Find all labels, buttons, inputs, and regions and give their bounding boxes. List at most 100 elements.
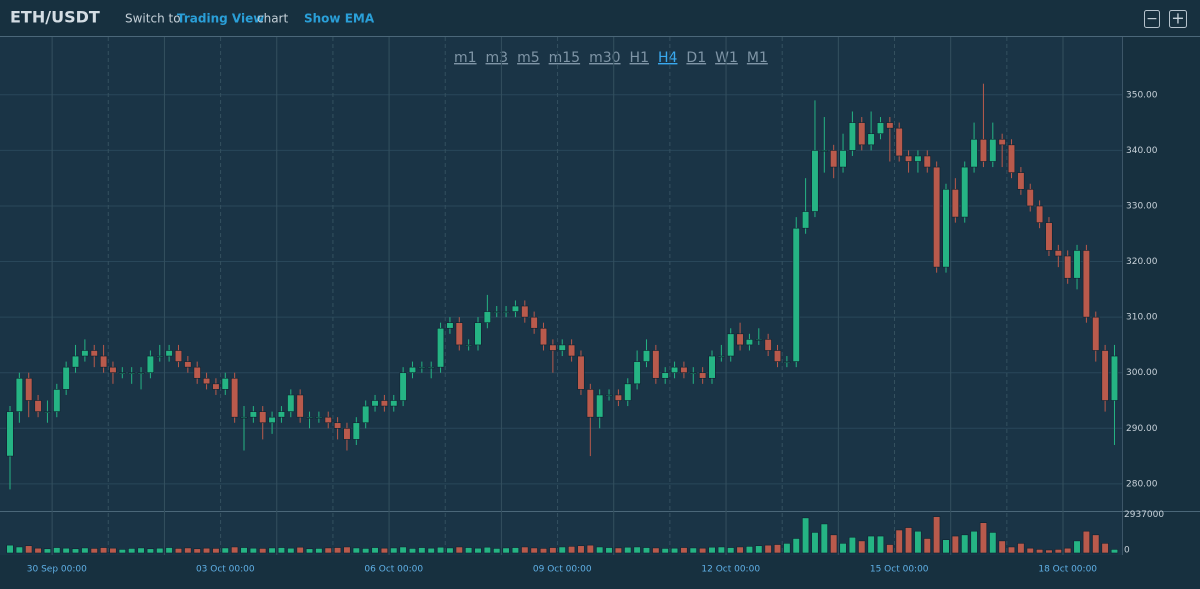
candle-body <box>399 372 407 401</box>
candle-body <box>773 350 782 362</box>
volume-bar <box>1007 546 1016 554</box>
y-tick-label: 320.00 <box>1126 257 1158 267</box>
candle-body <box>848 122 856 151</box>
y-tick-label: 350.00 <box>1126 90 1158 100</box>
volume-bar <box>783 543 791 554</box>
volume-bar <box>100 547 108 554</box>
volume-bar <box>174 548 183 554</box>
timeframe-button[interactable]: m5 <box>517 50 540 66</box>
candle-body <box>25 377 33 401</box>
candle-body <box>380 400 389 407</box>
volume-bar <box>801 517 810 554</box>
candle-body <box>858 122 866 146</box>
candle-body <box>53 389 61 412</box>
volume-bar <box>333 547 342 554</box>
volume-bar <box>231 546 239 554</box>
candle-body <box>259 411 267 424</box>
volume-bar <box>539 548 548 554</box>
x-tick-label: 06 Oct 00:00 <box>364 565 423 575</box>
x-tick-label: 09 Oct 00:00 <box>533 565 592 575</box>
timeframe-button[interactable]: M1 <box>747 50 768 66</box>
timeframe-button[interactable]: m30 <box>589 50 620 66</box>
zoom-out-button[interactable] <box>1144 10 1160 28</box>
volume-bar <box>249 547 257 554</box>
volume-tick-label: 2937000 <box>1124 510 1164 520</box>
candle-body <box>268 416 276 424</box>
show-ema[interactable]: Show EMA <box>304 12 375 26</box>
volume-bar <box>670 547 679 554</box>
volume-bar <box>624 546 632 554</box>
volume-bar <box>773 544 782 554</box>
candle-body <box>118 372 126 375</box>
volume-bar <box>951 535 959 554</box>
timeframe-button[interactable]: D1 <box>686 50 706 66</box>
volume-bar <box>436 546 445 554</box>
candle-body <box>680 366 688 374</box>
candle-body <box>811 150 819 212</box>
candle-body <box>15 377 23 412</box>
volume-bar <box>71 548 80 554</box>
candle-body <box>1092 316 1100 351</box>
candle-body <box>371 400 379 407</box>
x-tick-label: 12 Oct 00:00 <box>701 565 760 575</box>
plot-area <box>0 37 1122 555</box>
volume-bar <box>895 529 903 554</box>
candle-body <box>876 122 885 135</box>
zoom-out-icon: − <box>1146 11 1158 27</box>
switch-link[interactable]: Trading View <box>177 12 264 26</box>
candle-body <box>567 344 576 357</box>
volume-bar <box>998 540 1006 554</box>
timeframe-button[interactable]: H4 <box>658 50 678 66</box>
volume-bar <box>343 546 351 554</box>
volume-bar <box>455 546 463 554</box>
timeframe-button[interactable]: H1 <box>630 50 649 66</box>
volume-bar <box>792 538 800 554</box>
candle-body <box>530 316 538 329</box>
symbol: ETH/USDT <box>10 8 100 27</box>
candle-body <box>539 327 548 346</box>
candle-body <box>6 411 14 457</box>
timeframe-button[interactable]: m3 <box>486 50 509 66</box>
x-tick-label: 30 Sep 00:00 <box>27 565 87 575</box>
marks <box>6 83 1119 554</box>
y-tick-label: 310.00 <box>1126 313 1158 323</box>
candle-body <box>923 155 931 168</box>
candle-body <box>1045 222 1053 251</box>
volume-bar <box>1092 534 1100 554</box>
volume-bar <box>876 535 885 554</box>
candle-body <box>998 138 1006 146</box>
candle-body <box>137 372 145 375</box>
candle-body <box>783 361 791 363</box>
volume-bar <box>1036 549 1044 554</box>
y-tick-label: 300.00 <box>1126 368 1158 378</box>
volume-bar <box>1026 547 1034 554</box>
candle-body <box>839 150 847 168</box>
volume-bar <box>390 547 398 554</box>
candle-body <box>652 350 660 379</box>
y-tick-label: 330.00 <box>1126 201 1158 211</box>
candle-body <box>605 394 613 397</box>
candle-body <box>830 150 838 168</box>
volume-bar <box>34 547 42 554</box>
candle-body <box>362 405 370 424</box>
x-tick-label: 15 Oct 00:00 <box>870 565 929 575</box>
volume-bar <box>727 547 735 554</box>
volume-bar <box>1101 543 1109 554</box>
volume-bar <box>408 548 417 554</box>
candle-body <box>596 394 604 418</box>
candle-body <box>184 361 192 368</box>
volume-bar <box>1017 543 1025 554</box>
volume-bar <box>989 532 997 554</box>
switch-prefix: Switch to <box>125 12 181 26</box>
candle-body <box>895 127 903 157</box>
volume-bar <box>886 544 894 554</box>
volume-bar <box>586 544 594 554</box>
candle-body <box>699 372 707 379</box>
volume-bar <box>970 530 978 554</box>
timeframe-button[interactable]: m1 <box>454 50 477 66</box>
candle-body <box>1110 355 1119 401</box>
timeframe-button[interactable]: m15 <box>549 50 580 66</box>
zoom-in-button[interactable] <box>1169 10 1187 28</box>
y-tick-label: 280.00 <box>1126 479 1158 489</box>
